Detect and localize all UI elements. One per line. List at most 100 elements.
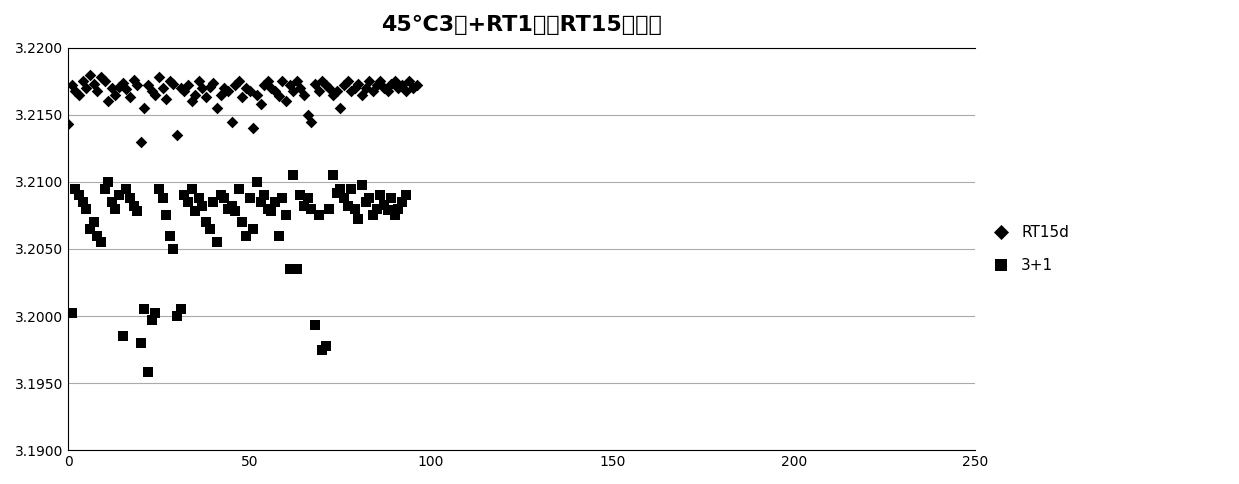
- RT15d: [254, 81, 274, 89]
- 3+1: [250, 198, 270, 206]
- 3+1: [90, 239, 110, 246]
- RT15d: [320, 84, 339, 92]
- RT15d: [229, 77, 249, 85]
- 3+1: [102, 198, 121, 206]
- 3+1: [247, 178, 266, 186]
- 3+1: [254, 192, 274, 199]
- RT15d: [233, 93, 253, 101]
- 3+1: [77, 205, 97, 212]
- RT15d: [69, 91, 89, 99]
- 3+1: [309, 212, 328, 219]
- 3+1: [305, 321, 325, 329]
- RT15d: [356, 84, 375, 92]
- 3+1: [120, 194, 140, 202]
- 3+1: [367, 205, 387, 212]
- 3+1: [294, 202, 313, 210]
- RT15d: [120, 93, 140, 101]
- RT15d: [171, 84, 191, 92]
- 3+1: [88, 232, 108, 240]
- 3+1: [225, 208, 245, 215]
- 3+1: [370, 192, 390, 199]
- RT15d: [178, 81, 198, 89]
- 3+1: [316, 342, 336, 349]
- 3+1: [81, 225, 100, 233]
- 3+1: [182, 185, 202, 193]
- 3+1: [164, 245, 183, 253]
- 3+1: [105, 205, 125, 212]
- 3+1: [124, 202, 144, 210]
- RT15d: [109, 83, 129, 91]
- 3+1: [188, 194, 208, 202]
- RT15d: [149, 74, 169, 81]
- RT15d: [348, 80, 368, 88]
- 3+1: [128, 208, 147, 215]
- RT15d: [280, 81, 300, 89]
- RT15d: [66, 87, 85, 94]
- Legend: RT15d, 3+1: RT15d, 3+1: [987, 219, 1075, 279]
- RT15d: [141, 87, 161, 94]
- RT15d: [363, 87, 383, 94]
- 3+1: [327, 189, 347, 197]
- RT15d: [247, 91, 266, 99]
- RT15d: [290, 84, 310, 92]
- Title: 45℃3天+RT1天与RT15天对比: 45℃3天+RT1天与RT15天对比: [382, 15, 662, 35]
- RT15d: [385, 77, 405, 85]
- 3+1: [94, 185, 114, 193]
- 3+1: [229, 185, 249, 193]
- 3+1: [152, 194, 172, 202]
- 3+1: [178, 198, 198, 206]
- RT15d: [222, 118, 242, 125]
- RT15d: [84, 80, 104, 88]
- RT15d: [273, 77, 292, 85]
- 3+1: [69, 192, 89, 199]
- 3+1: [258, 205, 278, 212]
- 3+1: [222, 202, 242, 210]
- RT15d: [145, 91, 165, 99]
- 3+1: [98, 178, 118, 186]
- RT15d: [352, 91, 372, 99]
- RT15d: [192, 84, 212, 92]
- RT15d: [102, 84, 121, 92]
- RT15d: [276, 98, 296, 106]
- 3+1: [374, 201, 394, 209]
- 3+1: [84, 218, 104, 226]
- 3+1: [312, 346, 332, 353]
- RT15d: [186, 91, 206, 99]
- 3+1: [116, 185, 136, 193]
- RT15d: [128, 81, 147, 89]
- RT15d: [113, 79, 133, 87]
- 3+1: [156, 212, 176, 219]
- 3+1: [214, 194, 234, 202]
- RT15d: [305, 80, 325, 88]
- RT15d: [338, 77, 358, 85]
- 3+1: [207, 239, 227, 246]
- 3+1: [211, 192, 230, 199]
- RT15d: [331, 104, 351, 112]
- 3+1: [269, 232, 289, 240]
- 3+1: [382, 194, 401, 202]
- RT15d: [167, 131, 187, 139]
- RT15d: [258, 77, 278, 85]
- 3+1: [62, 309, 82, 317]
- RT15d: [344, 84, 364, 92]
- 3+1: [359, 194, 379, 202]
- 3+1: [356, 198, 375, 206]
- RT15d: [312, 77, 332, 85]
- 3+1: [352, 181, 372, 188]
- 3+1: [348, 215, 368, 223]
- RT15d: [131, 138, 151, 146]
- 3+1: [385, 212, 405, 219]
- 3+1: [135, 305, 155, 313]
- RT15d: [225, 81, 245, 89]
- 3+1: [160, 232, 180, 240]
- RT15d: [269, 92, 289, 100]
- 3+1: [320, 205, 339, 212]
- RT15d: [399, 77, 419, 85]
- RT15d: [62, 81, 82, 89]
- 3+1: [113, 333, 133, 340]
- RT15d: [81, 71, 100, 78]
- 3+1: [280, 265, 300, 273]
- 3+1: [341, 185, 361, 193]
- 3+1: [186, 208, 206, 215]
- RT15d: [239, 87, 259, 94]
